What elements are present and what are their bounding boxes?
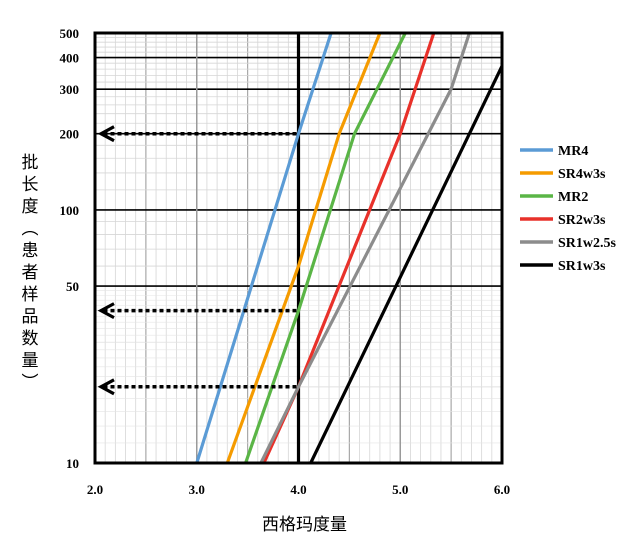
y-tick-label: 400 xyxy=(60,51,80,66)
y-tick-label: 500 xyxy=(60,26,80,41)
y-tick-label: 100 xyxy=(60,203,80,218)
series-line-sr4w3s xyxy=(225,32,382,464)
dashed-arrow-head xyxy=(97,125,115,143)
legend-label: SR1w3s xyxy=(558,259,606,274)
legend-item: SR1w3s xyxy=(520,259,606,274)
legend-label: SR4w3s xyxy=(558,167,606,182)
legend-item: MR4 xyxy=(520,144,588,159)
y-axis-title: 批长度︵患者样品数量︶ xyxy=(22,153,39,393)
x-tick-label: 4.0 xyxy=(290,482,306,497)
legend-item: SR4w3s xyxy=(520,167,606,182)
dashed-arrow-head xyxy=(97,302,115,320)
y-tick-label: 300 xyxy=(60,82,80,97)
legend-item: SR2w3s xyxy=(520,213,606,228)
legend-label: SR1w2.5s xyxy=(558,236,617,251)
x-tick-label: 3.0 xyxy=(189,482,205,497)
y-tick-labels: 500 400 300 200 100 50 10 xyxy=(60,26,80,471)
legend-item: SR1w2.5s xyxy=(520,236,617,251)
x-tick-label: 2.0 xyxy=(87,482,103,497)
series-line-mr4 xyxy=(195,32,333,464)
x-tick-label: 6.0 xyxy=(494,482,510,497)
legend-label: MR4 xyxy=(558,144,588,159)
series-line-sr1w2-5s xyxy=(259,32,471,464)
legend-item: MR2 xyxy=(520,190,588,205)
legend-label: SR2w3s xyxy=(558,213,606,228)
dashed-arrow-head xyxy=(97,378,115,396)
y-tick-label: 200 xyxy=(60,127,80,142)
series-line-sr1w3s xyxy=(309,65,504,464)
y-tick-label: 10 xyxy=(66,456,79,471)
x-axis-title: 西格玛度量 xyxy=(262,515,347,535)
x-tick-label: 5.0 xyxy=(392,482,408,497)
plot-border xyxy=(93,31,504,465)
annotation-layer xyxy=(97,125,297,396)
y-tick-label: 50 xyxy=(66,279,79,294)
legend: MR4 SR4w3s MR2 SR2w3s SR1w2.5s SR1w3s xyxy=(520,144,617,274)
x-tick-labels: 2.0 3.0 4.0 5.0 6.0 xyxy=(87,482,510,497)
legend-label: MR2 xyxy=(558,190,588,205)
